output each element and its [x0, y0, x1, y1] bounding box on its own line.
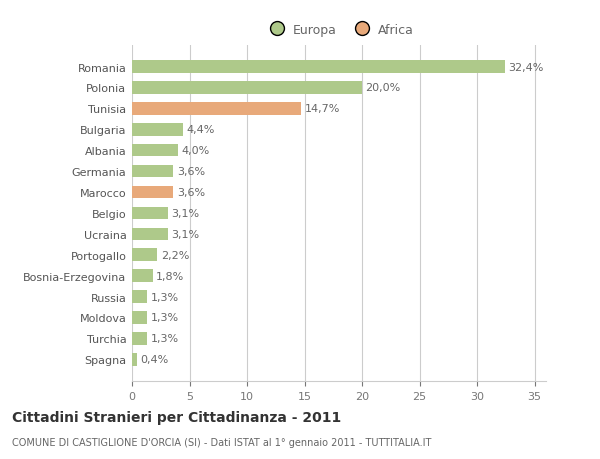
Bar: [132, 291, 147, 303]
Bar: [132, 165, 173, 178]
Text: 20,0%: 20,0%: [365, 83, 401, 93]
Text: 1,3%: 1,3%: [151, 313, 179, 323]
Text: 4,0%: 4,0%: [181, 146, 210, 156]
Text: 3,1%: 3,1%: [171, 208, 199, 218]
Text: COMUNE DI CASTIGLIONE D'ORCIA (SI) - Dati ISTAT al 1° gennaio 2011 - TUTTITALIA.: COMUNE DI CASTIGLIONE D'ORCIA (SI) - Dat…: [12, 437, 431, 448]
Text: 3,1%: 3,1%: [171, 230, 199, 239]
Bar: [132, 207, 167, 220]
Bar: [132, 103, 301, 115]
Bar: [132, 249, 157, 262]
Text: 0,4%: 0,4%: [140, 354, 168, 364]
Text: 1,8%: 1,8%: [156, 271, 184, 281]
Legend: Europa, Africa: Europa, Africa: [259, 19, 419, 42]
Bar: [132, 82, 362, 95]
Text: 3,6%: 3,6%: [177, 167, 205, 177]
Bar: [132, 312, 147, 324]
Bar: [132, 228, 167, 241]
Text: 2,2%: 2,2%: [161, 250, 189, 260]
Text: 3,6%: 3,6%: [177, 188, 205, 197]
Text: 32,4%: 32,4%: [508, 62, 544, 73]
Text: Cittadini Stranieri per Cittadinanza - 2011: Cittadini Stranieri per Cittadinanza - 2…: [12, 411, 341, 425]
Text: 4,4%: 4,4%: [186, 125, 214, 135]
Bar: [132, 124, 182, 136]
Bar: [132, 61, 505, 73]
Bar: [132, 332, 147, 345]
Text: 1,3%: 1,3%: [151, 334, 179, 344]
Bar: [132, 186, 173, 199]
Text: 1,3%: 1,3%: [151, 292, 179, 302]
Bar: [132, 145, 178, 157]
Bar: [132, 353, 137, 366]
Bar: [132, 270, 152, 282]
Text: 14,7%: 14,7%: [305, 104, 340, 114]
